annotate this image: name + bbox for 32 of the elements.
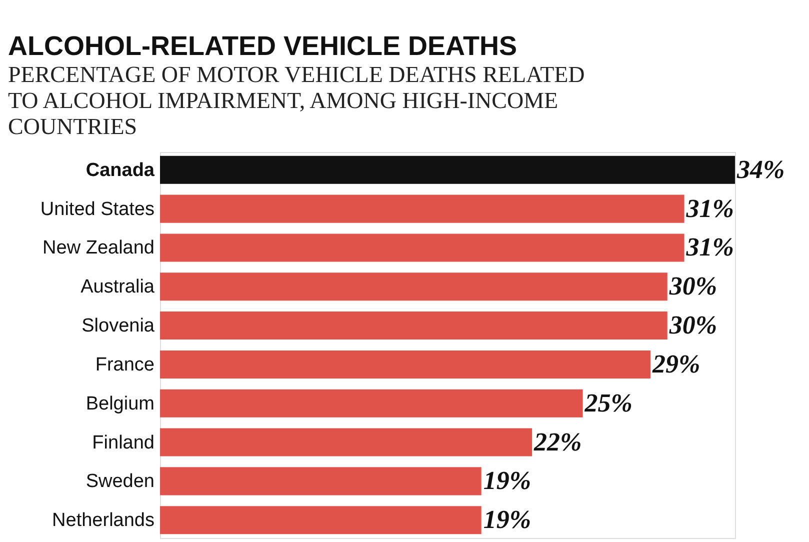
y-tick-label: United States	[40, 198, 154, 220]
chart-subtitle: PERCENTAGE OF MOTOR VEHICLE DEATHS RELATED TO ALCOHOL IMPAIRMENT, AMONG HIGH-INCOME COUNTRIES	[8, 62, 585, 139]
data-label: 30%	[668, 310, 718, 340]
data-label: 19%	[483, 505, 531, 534]
data-label: 34%	[736, 154, 785, 184]
bar	[160, 156, 735, 184]
data-label: 19%	[483, 466, 531, 496]
bar	[160, 350, 650, 378]
y-tick-label: Belgium	[86, 393, 154, 414]
bar	[160, 234, 684, 262]
data-label: 30%	[668, 272, 718, 301]
chart-title: ALCOHOL-RELATED VEHICLE DEATHS	[8, 31, 517, 61]
y-tick-label: New Zealand	[42, 238, 154, 259]
bar	[160, 389, 583, 418]
data-label: 31%	[685, 194, 734, 223]
y-tick-label: France	[95, 354, 154, 376]
y-tick-label: Sweden	[86, 471, 154, 492]
bar	[160, 312, 668, 340]
y-tick-label: Finland	[92, 432, 154, 454]
bar	[160, 272, 668, 301]
bar	[160, 467, 482, 496]
y-tick-label: Netherlands	[52, 510, 154, 532]
data-label: 31%	[685, 232, 734, 262]
data-label: 29%	[651, 349, 700, 378]
y-tick-label: Canada	[86, 160, 155, 181]
bar	[160, 428, 532, 456]
bar	[160, 194, 684, 223]
data-label: 25%	[584, 388, 632, 418]
bar	[160, 506, 482, 534]
data-label: 22%	[533, 427, 582, 456]
y-tick-label: Australia	[80, 276, 155, 298]
y-tick-label: Slovenia	[82, 316, 155, 337]
